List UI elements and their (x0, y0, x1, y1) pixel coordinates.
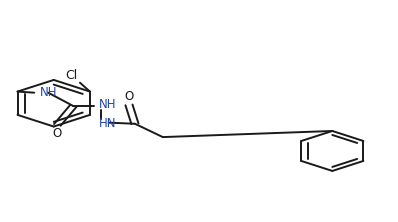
Text: O: O (124, 90, 134, 103)
Text: O: O (52, 127, 61, 140)
Text: NH: NH (99, 98, 117, 111)
Text: HN: HN (99, 117, 117, 130)
Text: NH: NH (39, 86, 57, 99)
Text: Cl: Cl (66, 69, 78, 82)
